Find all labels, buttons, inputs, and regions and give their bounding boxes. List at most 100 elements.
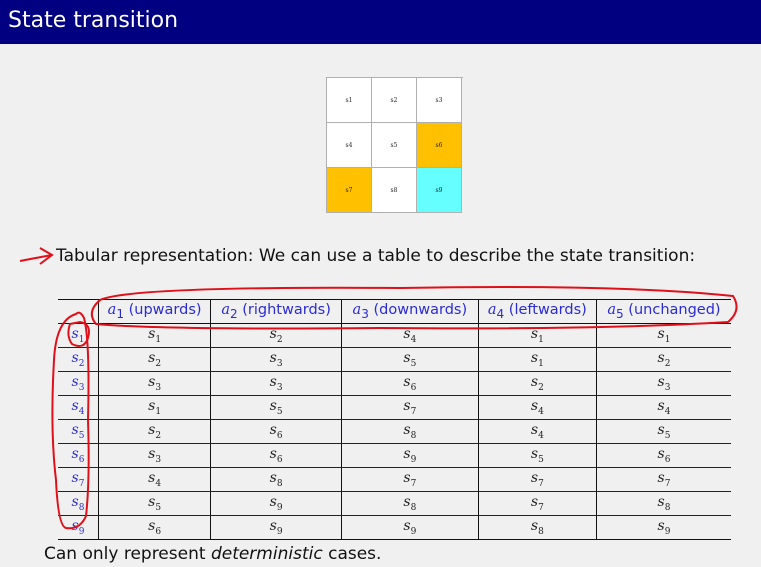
- state-index: 6: [276, 430, 283, 441]
- action-symbol: a: [487, 302, 497, 319]
- state-index: 4: [538, 406, 544, 417]
- bullet-text: Tabular representation: We can use a tab…: [56, 246, 696, 266]
- state-symbol: s: [148, 470, 156, 487]
- state-index: 4: [538, 430, 544, 441]
- transition-cell: s6: [340, 371, 479, 396]
- state-index: 8: [664, 502, 671, 513]
- transition-cell: s7: [477, 467, 597, 492]
- state-symbol: s: [530, 350, 539, 367]
- state-symbol: s: [657, 470, 665, 487]
- grid-cell-s2: s2: [372, 78, 417, 123]
- state-index: 6: [410, 382, 417, 393]
- state-index: 9: [276, 526, 283, 537]
- state-symbol: s: [269, 494, 277, 511]
- state-index: 2: [155, 430, 162, 441]
- state-index: 8: [78, 502, 85, 513]
- state-symbol: s: [71, 518, 79, 535]
- state-symbol: s: [403, 398, 411, 415]
- state-symbol: s: [269, 518, 277, 535]
- slide-title: State transition: [8, 8, 179, 33]
- state-symbol: s: [657, 446, 665, 463]
- transition-cell: s1: [97, 395, 211, 420]
- transition-cell: s6: [210, 443, 342, 468]
- slide-title-bar: State transition: [0, 0, 761, 44]
- state-symbol: s: [657, 398, 665, 415]
- state-symbol: s: [403, 326, 411, 343]
- grid-cell-s5: s5: [372, 123, 417, 168]
- transition-cell: s9: [340, 443, 479, 468]
- transition-cell: s3: [210, 347, 342, 372]
- state-index: 5: [155, 502, 162, 513]
- transition-cell: s4: [340, 323, 479, 348]
- state-index: 3: [664, 382, 671, 393]
- state-index: 5: [276, 406, 283, 417]
- column-header-a1: a1 (upwards): [97, 299, 211, 324]
- transition-cell: s8: [340, 491, 479, 516]
- transition-cell: s2: [210, 323, 342, 348]
- state-index: 8: [410, 502, 417, 513]
- transition-cell: s1: [97, 323, 211, 348]
- state-index: 1: [155, 406, 162, 417]
- state-symbol: s: [403, 350, 411, 367]
- grid-cell-s8: s8: [372, 168, 417, 213]
- state-index: 5: [538, 454, 544, 465]
- state-index: 3: [276, 382, 283, 393]
- transition-cell: s8: [595, 491, 731, 516]
- state-symbol: s: [71, 398, 79, 415]
- transition-cell: s6: [97, 515, 211, 540]
- state-symbol: s: [403, 494, 411, 511]
- row-header-s5: s5: [58, 419, 99, 444]
- state-symbol: s: [71, 350, 79, 367]
- transition-cell: s1: [595, 323, 731, 348]
- table-row: s4 s1 s5 s7 s4 s4: [58, 395, 731, 420]
- state-symbol: s: [403, 374, 411, 391]
- transition-cell: s7: [340, 467, 479, 492]
- bullet-line: Tabular representation: We can use a tab…: [18, 243, 695, 269]
- red-arrow-icon: [19, 247, 54, 265]
- column-header-a5: a5 (unchanged): [595, 299, 731, 324]
- transition-cell: s6: [210, 419, 342, 444]
- transition-cell: s7: [340, 395, 479, 420]
- row-header-s1: s1: [58, 323, 99, 348]
- state-transition-table: a1 (upwards) a2 (rightwards) a3 (downwards…: [58, 299, 731, 540]
- grid-cell-s3: s3: [417, 78, 462, 123]
- transition-cell: s6: [595, 443, 731, 468]
- state-index: 3: [155, 454, 162, 465]
- row-header-s9: s9: [58, 515, 99, 540]
- state-symbol: s: [657, 326, 665, 343]
- state-index: 6: [276, 454, 283, 465]
- state-symbol: s: [530, 422, 539, 439]
- note-prefix: Can only represent: [44, 544, 211, 564]
- state-symbol: s: [148, 374, 156, 391]
- table-row: s1 s1 s2 s4 s1 s1: [58, 323, 731, 348]
- state-index: 5: [664, 430, 671, 441]
- state-index: 2: [78, 358, 85, 369]
- state-index: 9: [78, 526, 85, 537]
- transition-cell: s9: [210, 491, 342, 516]
- transition-cell: s7: [477, 491, 597, 516]
- state-index: 9: [276, 502, 283, 513]
- state-symbol: s: [71, 422, 79, 439]
- state-index: 9: [664, 526, 671, 537]
- transition-cell: s5: [340, 347, 479, 372]
- transition-cell: s3: [97, 371, 211, 396]
- grid-cell-s6: s6: [417, 123, 462, 168]
- transition-cell: s5: [97, 491, 211, 516]
- state-symbol: s: [657, 350, 665, 367]
- state-symbol: s: [403, 422, 411, 439]
- transition-cell: s9: [340, 515, 479, 540]
- state-symbol: s: [530, 398, 539, 415]
- grid-cell-s1: s1: [327, 78, 372, 123]
- action-symbol: a: [221, 302, 230, 319]
- row-header-s2: s2: [58, 347, 99, 372]
- transition-cell: s4: [477, 419, 597, 444]
- state-index: 2: [664, 358, 671, 369]
- action-symbol: a: [352, 302, 362, 319]
- state-symbol: s: [148, 326, 156, 343]
- transition-cell: s3: [595, 371, 731, 396]
- grid-cell-s4: s4: [327, 123, 372, 168]
- action-index: 3: [361, 306, 369, 321]
- action-label: (leftwards): [504, 302, 587, 319]
- table-header-row: a1 (upwards) a2 (rightwards) a3 (downwards…: [58, 299, 731, 324]
- table-row: s8 s5 s9 s8 s7 s8: [58, 491, 731, 516]
